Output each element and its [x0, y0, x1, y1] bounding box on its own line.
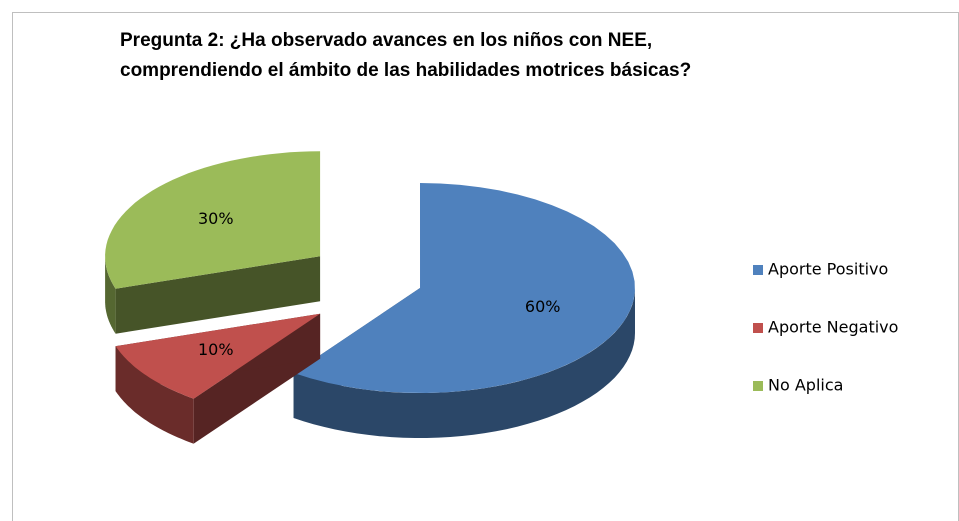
legend-swatch: [753, 381, 763, 391]
slice-wall: [105, 256, 116, 334]
chart-title: Pregunta 2: ¿Ha observado avances en los…: [120, 30, 692, 81]
data-label: 10%: [198, 340, 234, 359]
title-box: Pregunta 2: ¿Ha observado avances en los…: [120, 30, 692, 81]
legend-label: No Aplica: [768, 376, 843, 395]
slice-top: [105, 151, 321, 289]
slice-wall: [115, 346, 194, 444]
legend-label: Aporte Positivo: [768, 260, 888, 279]
legend-swatch: [753, 323, 763, 333]
slice-top: [293, 183, 635, 393]
data-label: 30%: [198, 209, 234, 228]
pie-slice: [115, 313, 321, 444]
slice-edge: [115, 256, 321, 334]
data-label: 60%: [525, 297, 561, 316]
slice-top: [115, 313, 321, 399]
pie-slice: [105, 151, 321, 334]
legend-label: Aporte Negativo: [768, 318, 898, 337]
legend-swatch: [753, 265, 763, 275]
pie-slice: [293, 183, 635, 438]
slice-wall: [293, 288, 635, 438]
